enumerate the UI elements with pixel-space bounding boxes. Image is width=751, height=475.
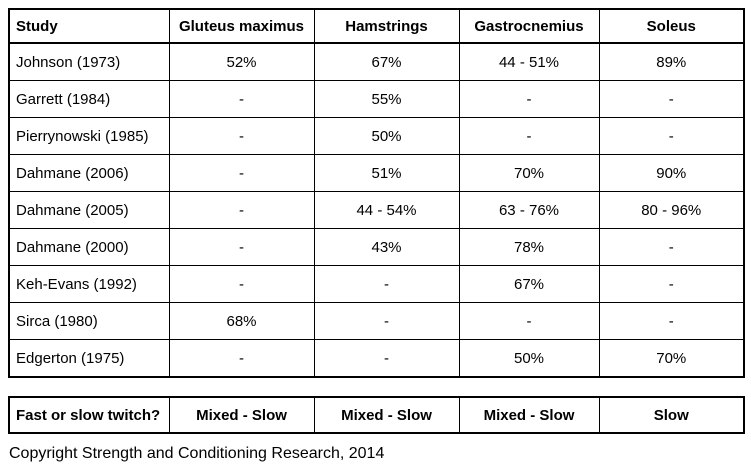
- value-cell: 44 - 54%: [313, 191, 460, 229]
- summary-cell-soleus: Slow: [598, 396, 745, 434]
- column-header-study: Study: [8, 8, 170, 44]
- study-cell: Dahmane (2000): [8, 228, 170, 266]
- summary-cell-gastrocnemius: Mixed - Slow: [458, 396, 600, 434]
- copyright-text: Copyright Strength and Conditioning Rese…: [9, 445, 385, 462]
- table-row: Keh-Evans (1992) - - 67% -: [8, 265, 745, 303]
- value-cell: -: [168, 80, 315, 118]
- value-cell: -: [168, 265, 315, 303]
- value-cell: -: [168, 117, 315, 155]
- value-cell: 44 - 51%: [458, 42, 600, 81]
- value-cell: 70%: [598, 339, 745, 378]
- column-header-soleus: Soleus: [598, 8, 745, 44]
- study-cell: Sirca (1980): [8, 302, 170, 340]
- table-row: Johnson (1973) 52% 67% 44 - 51% 89%: [8, 42, 745, 81]
- value-cell: -: [598, 80, 745, 118]
- table-row: Dahmane (2006) - 51% 70% 90%: [8, 154, 745, 192]
- table-row: Dahmane (2000) - 43% 78% -: [8, 228, 745, 266]
- value-cell: -: [168, 154, 315, 192]
- header-row: Study Gluteus maximus Hamstrings Gastroc…: [8, 8, 745, 44]
- table-row: Dahmane (2005) - 44 - 54% 63 - 76% 80 - …: [8, 191, 745, 229]
- value-cell: 43%: [313, 228, 460, 266]
- summary-row-label: Fast or slow twitch?: [8, 396, 170, 434]
- value-cell: 50%: [313, 117, 460, 155]
- table-row: Edgerton (1975) - - 50% 70%: [8, 339, 745, 378]
- value-cell: -: [598, 117, 745, 155]
- study-cell: Dahmane (2006): [8, 154, 170, 192]
- value-cell: 63 - 76%: [458, 191, 600, 229]
- value-cell: -: [168, 228, 315, 266]
- value-cell: 50%: [458, 339, 600, 378]
- value-cell: -: [458, 302, 600, 340]
- value-cell: 67%: [313, 42, 460, 81]
- value-cell: -: [168, 339, 315, 378]
- summary-row: Fast or slow twitch? Mixed - Slow Mixed …: [8, 396, 745, 434]
- value-cell: -: [458, 80, 600, 118]
- value-cell: -: [313, 339, 460, 378]
- table-row: Pierrynowski (1985) - 50% - -: [8, 117, 745, 155]
- value-cell: 90%: [598, 154, 745, 192]
- column-header-gastrocnemius: Gastrocnemius: [458, 8, 600, 44]
- summary-cell-gluteus-maximus: Mixed - Slow: [168, 396, 315, 434]
- value-cell: 67%: [458, 265, 600, 303]
- value-cell: -: [313, 265, 460, 303]
- value-cell: -: [313, 302, 460, 340]
- value-cell: 78%: [458, 228, 600, 266]
- study-cell: Dahmane (2005): [8, 191, 170, 229]
- summary-cell-hamstrings: Mixed - Slow: [313, 396, 460, 434]
- study-cell: Johnson (1973): [8, 42, 170, 81]
- value-cell: -: [168, 191, 315, 229]
- study-cell: Edgerton (1975): [8, 339, 170, 378]
- column-header-gluteus-maximus: Gluteus maximus: [168, 8, 315, 44]
- value-cell: -: [598, 302, 745, 340]
- study-cell: Pierrynowski (1985): [8, 117, 170, 155]
- study-cell: Keh-Evans (1992): [8, 265, 170, 303]
- value-cell: 70%: [458, 154, 600, 192]
- value-cell: 52%: [168, 42, 315, 81]
- twitch-summary-table: Fast or slow twitch? Mixed - Slow Mixed …: [8, 396, 745, 434]
- table-row: Garrett (1984) - 55% - -: [8, 80, 745, 118]
- column-header-hamstrings: Hamstrings: [313, 8, 460, 44]
- value-cell: 80 - 96%: [598, 191, 745, 229]
- fiber-type-study-table: Study Gluteus maximus Hamstrings Gastroc…: [8, 8, 745, 378]
- value-cell: 51%: [313, 154, 460, 192]
- value-cell: 89%: [598, 42, 745, 81]
- value-cell: -: [598, 228, 745, 266]
- value-cell: 68%: [168, 302, 315, 340]
- value-cell: -: [598, 265, 745, 303]
- value-cell: -: [458, 117, 600, 155]
- study-cell: Garrett (1984): [8, 80, 170, 118]
- table-row: Sirca (1980) 68% - - -: [8, 302, 745, 340]
- value-cell: 55%: [313, 80, 460, 118]
